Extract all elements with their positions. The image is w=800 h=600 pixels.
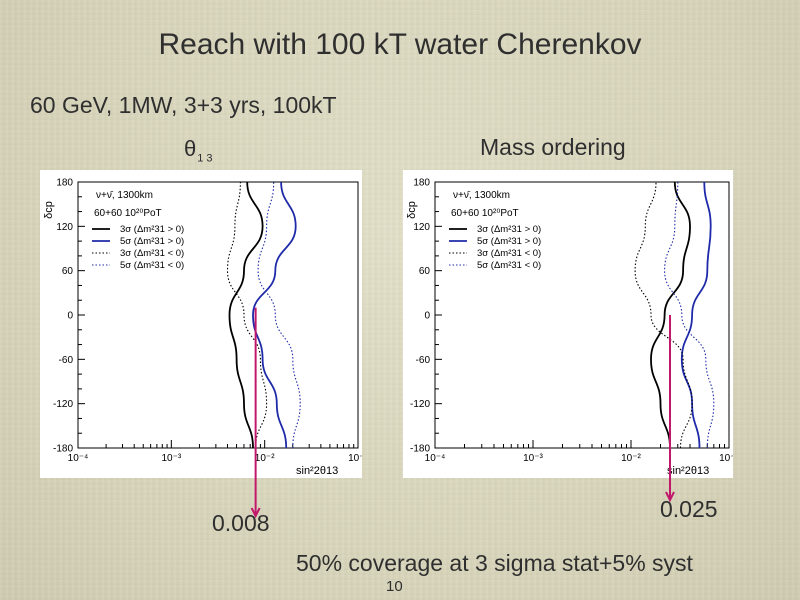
slide-subtitle: 60 GeV, 1MW, 3+3 yrs, 100kT <box>30 92 337 118</box>
legend-entry: 5σ (Δm²31 > 0) <box>120 236 184 247</box>
x-tick-label: 10⁻⁴ <box>68 453 89 464</box>
y-tick-label: -120 <box>53 399 73 410</box>
page-number: 10 <box>386 578 403 595</box>
y-tick-label: -180 <box>53 444 73 455</box>
y-tick-label: 60 <box>419 266 431 277</box>
mass-ordering-sensitivity-value: 0.025 <box>660 496 718 522</box>
series-line-dotted-blue <box>257 181 301 449</box>
x-tick-label: 10⁻² <box>255 453 275 464</box>
theta13-label: θ13 <box>184 136 216 164</box>
x-tick-label: 10⁻⁴ <box>425 453 446 464</box>
x-tick-label: 10⁻¹ <box>719 453 733 464</box>
series-line-solid-black <box>228 181 264 449</box>
y-tick-label: 0 <box>67 311 73 322</box>
y-tick-label: 120 <box>413 222 430 233</box>
y-tick-label: 0 <box>424 311 430 322</box>
plot-frame <box>434 181 730 449</box>
series-line-dotted-black <box>226 181 268 449</box>
legend-entry: 3σ (Δm²31 > 0) <box>120 224 184 235</box>
legend-baseline: ν+ν̄, 1300km <box>96 190 153 201</box>
y-tick-label: -180 <box>410 444 430 455</box>
y-tick-label: 180 <box>56 178 73 189</box>
y-axis-title: δcp <box>406 201 418 219</box>
x-tick-label: 10⁻³ <box>161 453 181 464</box>
legend-entry: 5σ (Δm²31 < 0) <box>120 260 184 271</box>
series-line-solid-black <box>650 181 691 449</box>
legend-pot: 60+60 10²⁰PoT <box>94 208 162 219</box>
x-axis-title: sin²2θ13 <box>667 465 709 477</box>
theta-symbol: θ <box>184 136 198 161</box>
y-tick-label: -60 <box>59 355 74 366</box>
theta13-sensitivity-value: 0.008 <box>212 510 270 536</box>
series-line-dotted-black <box>634 181 693 449</box>
y-axis-title: δcp <box>43 201 55 219</box>
y-tick-label: 180 <box>413 178 430 189</box>
legend-pot: 60+60 10²⁰PoT <box>451 208 519 219</box>
y-tick-label: -120 <box>410 399 430 410</box>
y-tick-label: 120 <box>56 222 73 233</box>
y-tick-label: -60 <box>416 355 431 366</box>
legend-baseline: ν+ν̄, 1300km <box>453 190 510 201</box>
legend-entry: 5σ (Δm²31 > 0) <box>477 236 541 247</box>
legend-entry: 5σ (Δm²31 < 0) <box>477 260 541 271</box>
x-tick-label: 10⁻¹ <box>348 453 362 464</box>
plot-frame <box>77 181 359 449</box>
series-line-solid-blue <box>252 181 297 449</box>
legend-entry: 3σ (Δm²31 < 0) <box>477 248 541 259</box>
slide-title: Reach with 100 kT water Cherenkov <box>158 28 642 61</box>
x-tick-label: 10⁻³ <box>523 453 543 464</box>
x-tick-label: 10⁻² <box>621 453 641 464</box>
mass-ordering-label: Mass ordering <box>480 134 626 160</box>
series-line-solid-blue <box>680 181 712 449</box>
legend-entry: 3σ (Δm²31 > 0) <box>477 224 541 235</box>
y-tick-label: 60 <box>62 266 74 277</box>
coverage-note: 50% coverage at 3 sigma stat+5% syst <box>296 550 693 576</box>
legend-entry: 3σ (Δm²31 < 0) <box>120 248 184 259</box>
theta-subscript: 13 <box>197 152 216 165</box>
x-axis-title: sin²2θ13 <box>296 465 338 477</box>
